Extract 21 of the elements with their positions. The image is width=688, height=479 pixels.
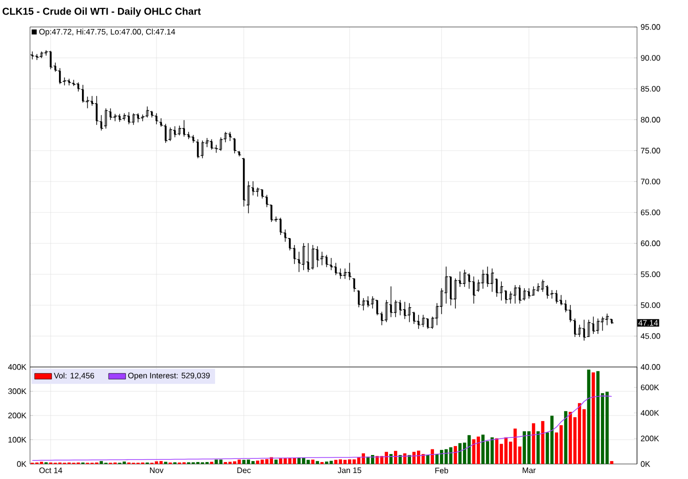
bar <box>564 411 568 464</box>
bar <box>536 431 540 464</box>
bar <box>403 453 406 464</box>
bar <box>596 371 600 464</box>
bar <box>311 460 314 464</box>
bar <box>426 455 430 464</box>
bar <box>587 370 590 464</box>
bar <box>458 443 462 464</box>
bar <box>541 421 544 464</box>
bar <box>159 461 163 464</box>
bar <box>532 423 536 464</box>
bar <box>481 434 485 464</box>
bar <box>592 372 595 464</box>
chart-title: CLK15 - Crude Oil WTI - Daily OHLC Chart <box>2 8 201 17</box>
bar <box>343 460 347 464</box>
bar <box>251 461 255 464</box>
bar <box>274 460 278 464</box>
bar <box>578 403 582 464</box>
bar <box>398 455 402 464</box>
bar <box>610 461 614 464</box>
bar <box>316 461 320 464</box>
